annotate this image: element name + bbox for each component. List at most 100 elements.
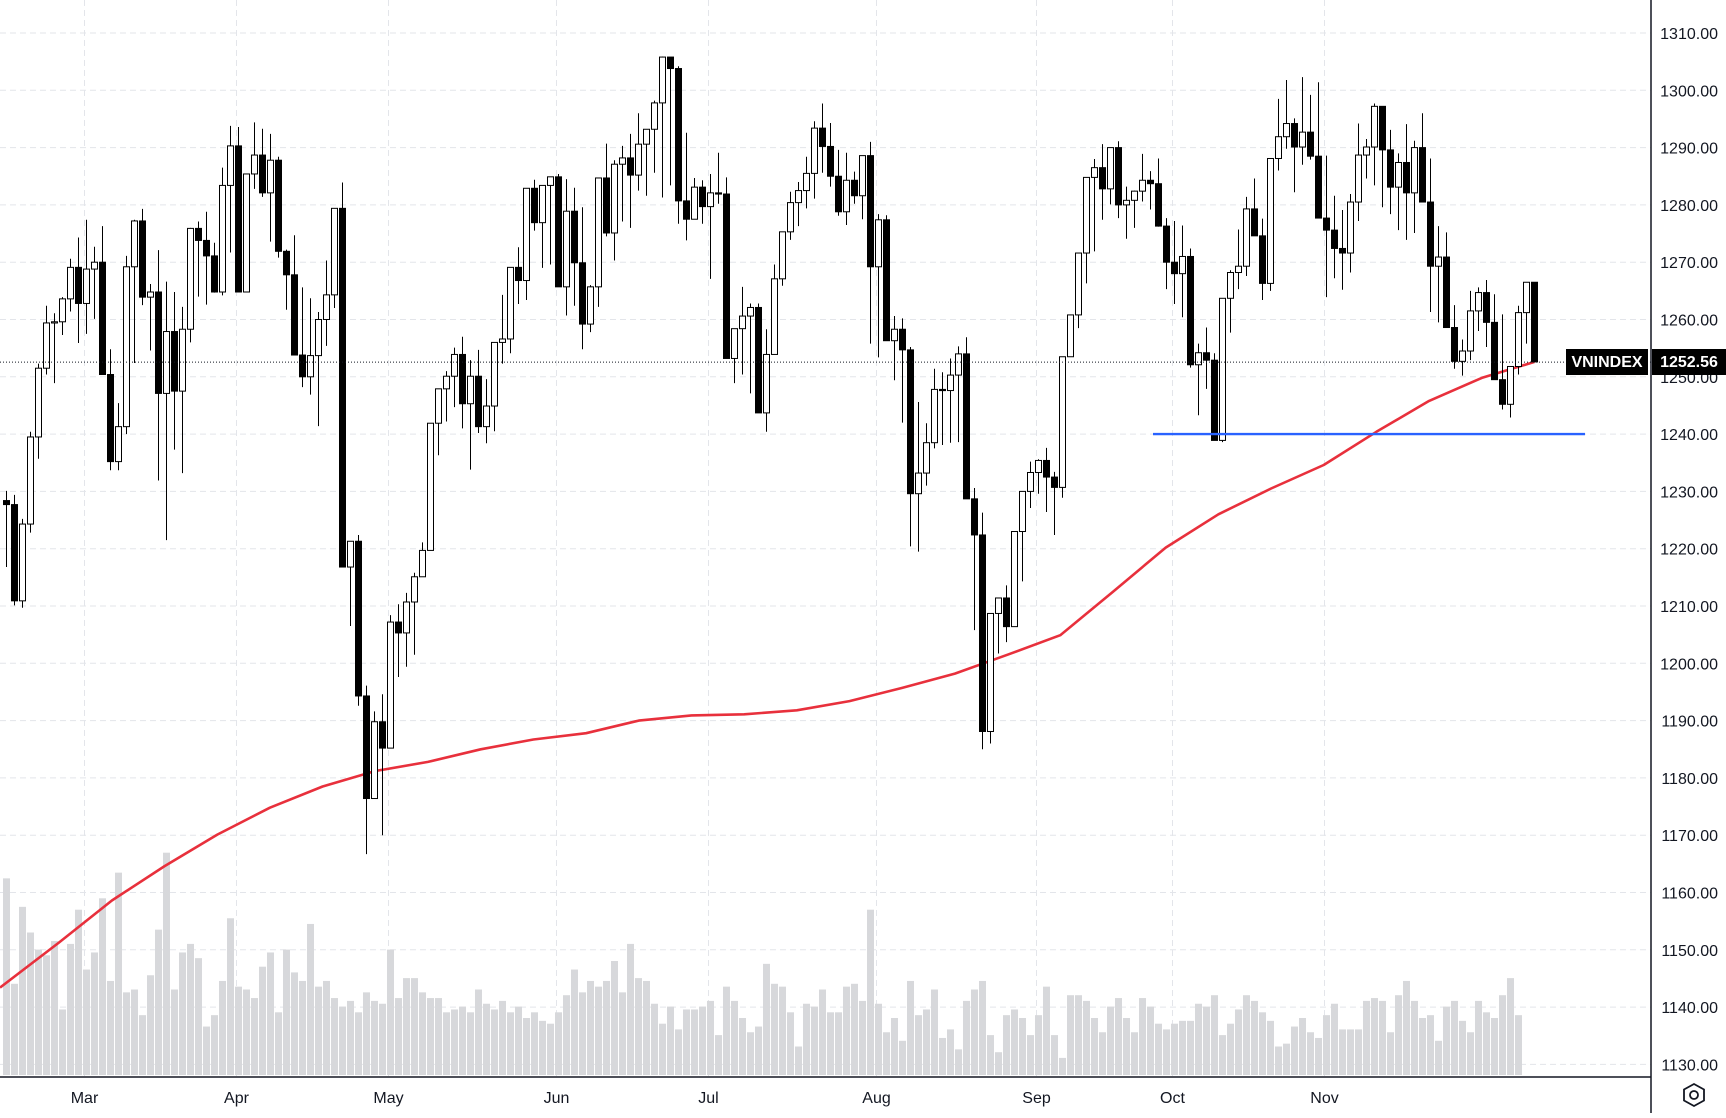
volume-bar bbox=[139, 1015, 146, 1075]
candle-body bbox=[27, 436, 34, 525]
volume-bar bbox=[467, 1012, 474, 1075]
candle-body bbox=[1099, 167, 1106, 190]
candle-body bbox=[283, 250, 290, 276]
candle-body bbox=[1363, 146, 1370, 156]
volume-bar bbox=[251, 998, 258, 1075]
candle bbox=[91, 246, 98, 319]
candle bbox=[1091, 159, 1098, 252]
volume-bar bbox=[59, 1009, 66, 1075]
candle bbox=[587, 285, 594, 333]
volume-bar bbox=[771, 983, 778, 1075]
candle-body bbox=[123, 266, 130, 428]
candle-body bbox=[451, 353, 458, 377]
volume-bar bbox=[195, 958, 202, 1075]
candle-body bbox=[307, 355, 314, 378]
candle bbox=[1267, 157, 1274, 291]
volume-bar bbox=[339, 1006, 346, 1075]
candle bbox=[771, 264, 778, 355]
candle bbox=[1307, 94, 1314, 160]
candle bbox=[755, 303, 762, 414]
candle-body bbox=[947, 374, 954, 392]
time-axis[interactable]: Mar Apr May Jun Jul Aug Sep Oct Nov bbox=[71, 1090, 1339, 1107]
settings-button[interactable] bbox=[1680, 1081, 1708, 1109]
candle-body bbox=[755, 306, 762, 414]
candle-body bbox=[883, 219, 890, 342]
candle-body bbox=[403, 601, 410, 634]
volume-bar bbox=[907, 980, 914, 1075]
volume-bar bbox=[1275, 1046, 1282, 1075]
candle bbox=[83, 219, 90, 334]
candle bbox=[3, 490, 10, 568]
candle bbox=[1155, 158, 1162, 227]
volume-bar bbox=[1019, 1018, 1026, 1075]
volume-bar bbox=[379, 1003, 386, 1075]
candle-body bbox=[1515, 312, 1522, 367]
candle-body bbox=[603, 177, 610, 234]
volume-bar bbox=[1259, 1012, 1266, 1075]
candle bbox=[1459, 339, 1466, 376]
candle bbox=[467, 360, 474, 470]
candle-body bbox=[459, 353, 466, 405]
candle bbox=[339, 182, 346, 568]
candle-body bbox=[1419, 147, 1426, 203]
volume-bar bbox=[427, 998, 434, 1075]
candle-body bbox=[259, 154, 266, 194]
candle bbox=[179, 306, 186, 474]
volume-bar bbox=[1179, 1020, 1186, 1075]
volume-bar bbox=[1003, 1015, 1010, 1075]
candle bbox=[1011, 531, 1018, 628]
volume-bar bbox=[83, 969, 90, 1075]
volume-bar bbox=[35, 949, 42, 1075]
candle bbox=[355, 534, 362, 706]
candle-body bbox=[1219, 297, 1226, 441]
candle bbox=[915, 402, 922, 552]
candle bbox=[195, 221, 202, 297]
candle bbox=[1019, 490, 1026, 582]
time-tick-label: May bbox=[373, 1090, 403, 1107]
volume-bar bbox=[219, 980, 226, 1075]
volume-bar bbox=[603, 980, 610, 1075]
volume-bar bbox=[923, 1009, 930, 1075]
volume-bar bbox=[155, 929, 162, 1075]
volume-bar bbox=[323, 980, 330, 1075]
candle bbox=[1027, 461, 1034, 509]
candle-body bbox=[547, 176, 554, 186]
candle-body bbox=[1091, 167, 1098, 178]
volume-bar bbox=[1099, 1032, 1106, 1075]
volume-bar bbox=[283, 949, 290, 1075]
price-tick-label: 1280.00 bbox=[1660, 198, 1718, 215]
price-tick-label: 1240.00 bbox=[1660, 427, 1718, 444]
volume-bar bbox=[1219, 1035, 1226, 1075]
price-axis[interactable]: 1310.00 1300.00 1290.00 1280.00 1270.00 1260.… bbox=[1660, 26, 1718, 1074]
candle-body bbox=[1443, 256, 1450, 329]
candle bbox=[1107, 147, 1114, 205]
candle-body bbox=[395, 621, 402, 634]
volume-bar bbox=[355, 1012, 362, 1075]
candle-body bbox=[1027, 471, 1034, 492]
price-tick-label: 1270.00 bbox=[1660, 255, 1718, 272]
candle-body bbox=[731, 328, 738, 359]
volume-bar bbox=[1459, 1020, 1466, 1075]
volume-bar bbox=[971, 989, 978, 1075]
volume-bar bbox=[819, 989, 826, 1075]
symbol-label-text: VNINDEX bbox=[1571, 354, 1642, 371]
candle-body bbox=[827, 145, 834, 177]
candle bbox=[1187, 248, 1194, 368]
candle-body bbox=[691, 186, 698, 220]
candle-body bbox=[651, 102, 658, 130]
candle bbox=[1515, 305, 1522, 375]
candle-body bbox=[11, 504, 18, 602]
candle-body bbox=[803, 172, 810, 192]
candle bbox=[635, 113, 642, 191]
volume-bar bbox=[1491, 1018, 1498, 1075]
volume-bar bbox=[1075, 995, 1082, 1075]
candle bbox=[475, 349, 482, 433]
volume-bar bbox=[851, 983, 858, 1075]
candle bbox=[1259, 218, 1266, 301]
volume-bar bbox=[1499, 995, 1506, 1075]
candle bbox=[1219, 297, 1226, 443]
candle-body bbox=[427, 422, 434, 551]
candle bbox=[659, 56, 666, 198]
